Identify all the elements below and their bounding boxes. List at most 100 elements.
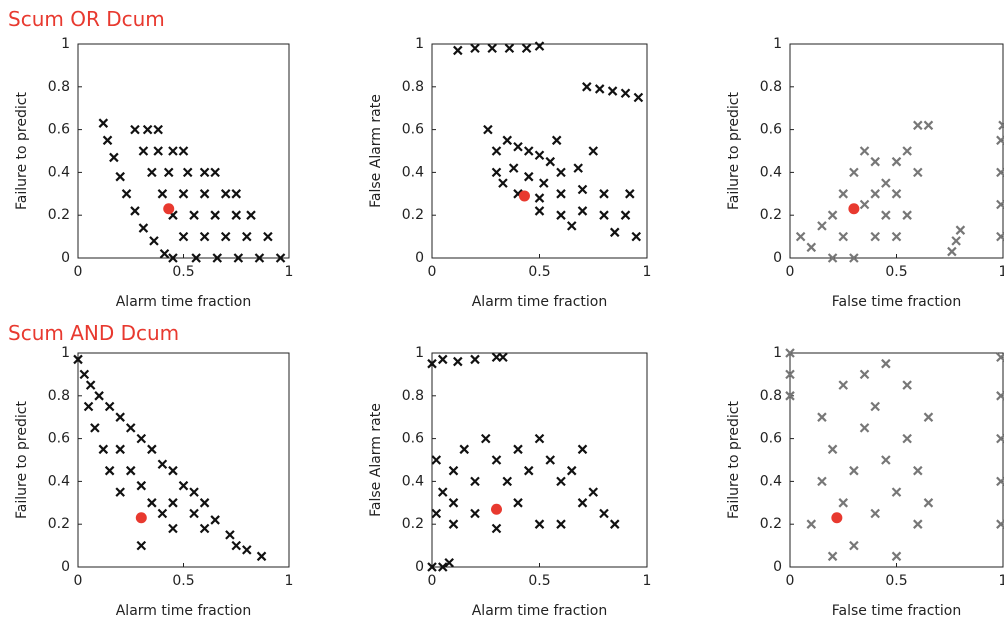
point bbox=[891, 487, 902, 497]
point bbox=[870, 401, 880, 412]
point bbox=[849, 540, 859, 551]
point bbox=[491, 523, 502, 534]
y-tick-label: 0 bbox=[773, 250, 782, 266]
point bbox=[827, 444, 838, 455]
point bbox=[431, 508, 442, 519]
point bbox=[189, 210, 199, 220]
point bbox=[951, 236, 961, 246]
highlight-point bbox=[831, 512, 843, 524]
point bbox=[588, 146, 599, 156]
point bbox=[256, 551, 267, 562]
y-axis-title: Failure to predict bbox=[726, 401, 742, 519]
y-tick-label: 0.4 bbox=[760, 473, 782, 489]
y-tick-label: 0.2 bbox=[48, 207, 70, 223]
y-tick-label: 0.6 bbox=[760, 122, 782, 138]
point bbox=[827, 253, 838, 263]
point bbox=[870, 231, 880, 242]
point bbox=[125, 465, 136, 476]
point bbox=[109, 152, 119, 163]
point bbox=[254, 253, 265, 263]
y-axis-title: Failure to predict bbox=[14, 92, 30, 210]
point bbox=[502, 476, 513, 487]
point bbox=[157, 508, 168, 519]
y-tick-label: 0.8 bbox=[760, 388, 782, 404]
point bbox=[246, 210, 256, 220]
point bbox=[923, 498, 934, 508]
point bbox=[827, 551, 838, 562]
point bbox=[785, 369, 795, 380]
point bbox=[90, 423, 100, 433]
point bbox=[504, 43, 515, 54]
point bbox=[437, 562, 448, 572]
point bbox=[168, 498, 178, 508]
point bbox=[199, 167, 210, 178]
plot-frame bbox=[789, 352, 1004, 568]
point bbox=[534, 206, 545, 216]
point bbox=[191, 253, 201, 263]
x-tick-label: 0 bbox=[428, 264, 437, 280]
point bbox=[577, 184, 588, 195]
point bbox=[817, 221, 827, 231]
point bbox=[83, 401, 94, 412]
point bbox=[470, 476, 480, 487]
point bbox=[902, 380, 912, 390]
point bbox=[444, 557, 454, 568]
point bbox=[891, 156, 902, 167]
y-tick-label: 0.4 bbox=[402, 473, 424, 489]
y-tick-label: 0.4 bbox=[760, 164, 782, 180]
point bbox=[448, 519, 459, 529]
y-tick-label: 1 bbox=[61, 345, 70, 361]
x-tick-label: 1 bbox=[643, 573, 652, 589]
point bbox=[838, 498, 849, 508]
point bbox=[817, 476, 827, 487]
highlight-point bbox=[491, 503, 502, 515]
point bbox=[189, 487, 199, 497]
plot-frame bbox=[77, 352, 290, 568]
x-tick-label: 0.5 bbox=[172, 573, 194, 589]
y-axis-title: Failure to predict bbox=[14, 401, 30, 519]
y-axis-title: Failure to predict bbox=[726, 92, 742, 210]
x-axis-title: False time fraction bbox=[832, 603, 961, 619]
point bbox=[427, 562, 437, 572]
point bbox=[242, 231, 252, 242]
point bbox=[523, 465, 534, 476]
point bbox=[599, 189, 609, 199]
point bbox=[470, 354, 480, 365]
x-tick-label: 0 bbox=[74, 264, 83, 280]
point bbox=[588, 487, 599, 497]
point bbox=[891, 231, 902, 242]
point bbox=[199, 523, 210, 534]
point bbox=[849, 253, 859, 263]
x-tick-label: 1 bbox=[643, 264, 652, 280]
point bbox=[498, 352, 508, 363]
point bbox=[513, 444, 523, 455]
y-tick-label: 0.2 bbox=[760, 207, 782, 223]
point bbox=[556, 210, 566, 220]
point bbox=[881, 178, 891, 188]
highlight-point bbox=[163, 203, 175, 215]
point bbox=[125, 423, 136, 433]
point bbox=[136, 540, 147, 551]
point bbox=[225, 530, 235, 540]
point bbox=[242, 545, 252, 555]
point bbox=[483, 124, 493, 135]
point bbox=[178, 189, 189, 199]
point bbox=[136, 480, 147, 491]
point bbox=[220, 231, 231, 242]
y-tick-label: 0.6 bbox=[760, 431, 782, 447]
point bbox=[633, 92, 644, 103]
point bbox=[263, 231, 273, 242]
point bbox=[577, 444, 588, 455]
point bbox=[545, 455, 556, 465]
point bbox=[437, 487, 448, 497]
point bbox=[870, 189, 880, 199]
point bbox=[827, 210, 838, 220]
point bbox=[534, 150, 545, 161]
point bbox=[480, 433, 491, 444]
point bbox=[233, 253, 244, 263]
x-axis-title: Alarm time fraction bbox=[116, 603, 252, 619]
point bbox=[142, 124, 153, 135]
point bbox=[631, 231, 642, 242]
point bbox=[275, 253, 286, 263]
x-tick-label: 0.5 bbox=[528, 573, 550, 589]
